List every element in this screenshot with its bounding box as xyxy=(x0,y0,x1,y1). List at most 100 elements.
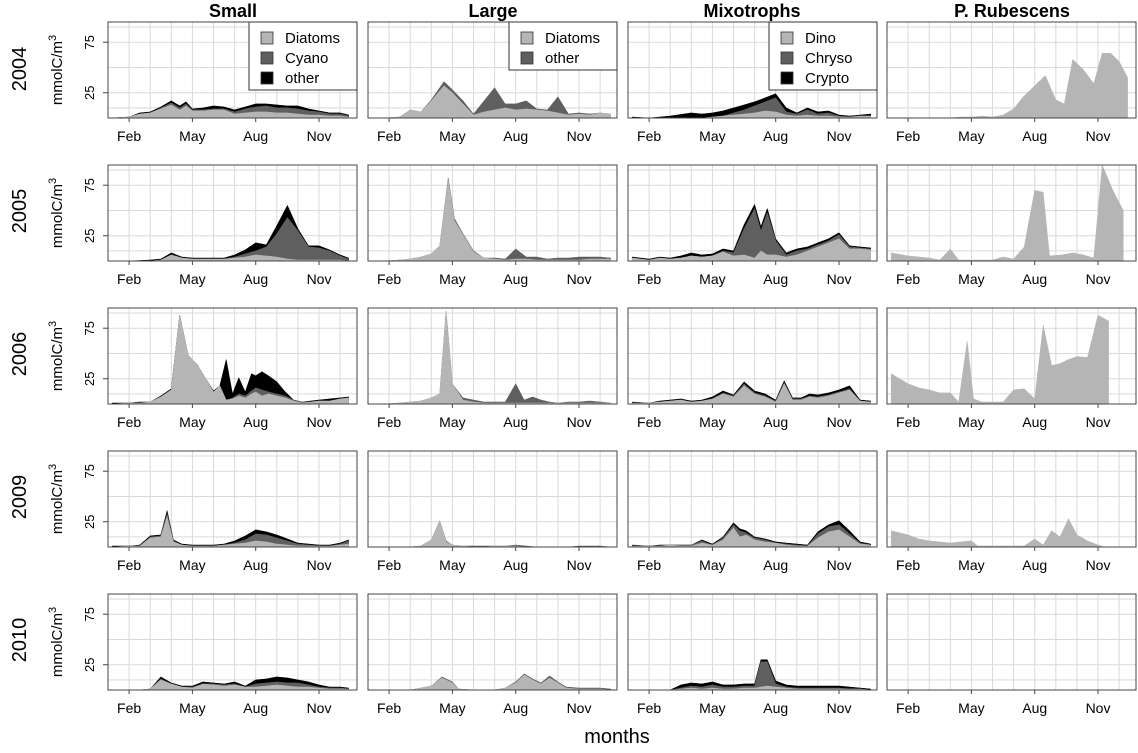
x-tick-label: Aug xyxy=(243,271,268,287)
area-series xyxy=(631,238,871,262)
x-tick-label: Aug xyxy=(1022,700,1047,716)
panel-frame xyxy=(367,307,618,405)
x-tick-label: May xyxy=(439,271,465,287)
panel-frame xyxy=(107,450,358,548)
x-tick-label: Feb xyxy=(117,414,141,430)
x-tick-label: Nov xyxy=(307,414,332,430)
row-label: 2006 xyxy=(9,332,31,377)
x-axis-label: months xyxy=(584,726,650,748)
legend-swatch xyxy=(780,71,794,85)
panel-frame xyxy=(627,164,878,262)
legend-label: Diatoms xyxy=(285,30,340,47)
x-tick-label: Aug xyxy=(243,128,268,144)
y-tick-label: 75 xyxy=(82,178,97,192)
panel: Feb May Aug Nov xyxy=(367,593,618,716)
x-tick-label: Aug xyxy=(1022,557,1047,573)
x-tick-label: Aug xyxy=(503,700,528,716)
y-tick-label: 75 xyxy=(82,464,97,478)
legend-label: Cyano xyxy=(285,50,328,67)
legend: Diatoms Cyano other xyxy=(248,21,358,91)
area-series xyxy=(384,310,611,405)
panel-frame xyxy=(367,450,618,548)
x-tick-label: May xyxy=(179,557,205,573)
area-series xyxy=(632,685,871,691)
x-tick-label: Feb xyxy=(117,271,141,287)
x-tick-label: Aug xyxy=(763,128,788,144)
x-tick-label: Aug xyxy=(503,271,528,287)
column-title: Large xyxy=(468,1,517,21)
panel-frame xyxy=(367,593,618,691)
panel: Feb May Aug Nov xyxy=(886,21,1137,144)
area-series xyxy=(384,85,611,119)
area-series xyxy=(112,315,349,405)
x-tick-label: Nov xyxy=(567,557,592,573)
y-tick-label: 75 xyxy=(82,321,97,335)
area-series xyxy=(890,314,1109,405)
x-tick-label: Aug xyxy=(763,414,788,430)
x-tick-label: Nov xyxy=(307,271,332,287)
column-title: P. Rubescens xyxy=(954,1,1070,21)
x-tick-label: Feb xyxy=(117,700,141,716)
x-tick-label: Nov xyxy=(567,271,592,287)
panel-frame xyxy=(367,164,618,262)
area-series xyxy=(632,659,871,691)
panel-frame xyxy=(627,307,878,405)
x-tick-label: May xyxy=(699,557,725,573)
x-tick-label: Nov xyxy=(827,128,852,144)
legend-swatch xyxy=(780,31,794,45)
x-tick-label: May xyxy=(958,414,984,430)
panels: Feb May Aug Nov 25 75 Feb May Aug Nov Feb May Aug Nov… xyxy=(82,21,1137,716)
y-tick-label: 25 xyxy=(82,372,97,386)
panel: Feb May Aug Nov xyxy=(886,307,1137,430)
panel: Feb May Aug Nov xyxy=(886,164,1137,287)
x-tick-label: Nov xyxy=(307,557,332,573)
column-title: Small xyxy=(209,1,257,21)
area-series xyxy=(891,53,1128,119)
x-tick-label: Feb xyxy=(637,271,661,287)
area-series xyxy=(112,217,349,262)
x-tick-label: Feb xyxy=(637,414,661,430)
legend-swatch xyxy=(520,31,534,45)
x-tick-label: Aug xyxy=(1022,414,1047,430)
area-series xyxy=(384,673,611,691)
panel: Feb May Aug Nov xyxy=(367,307,618,430)
panel: Feb May Aug Nov xyxy=(627,450,878,573)
x-tick-label: May xyxy=(958,557,984,573)
x-tick-label: Nov xyxy=(567,414,592,430)
panel-frame xyxy=(886,593,1137,691)
column-title: Mixotrophs xyxy=(704,1,801,21)
y-axis-label: mmolC/m3 xyxy=(47,35,66,105)
panel-frame xyxy=(627,450,878,548)
x-tick-label: Nov xyxy=(827,414,852,430)
area-series xyxy=(384,519,611,548)
panel-frame xyxy=(886,450,1137,548)
y-tick-label: 75 xyxy=(82,35,97,49)
x-tick-label: Aug xyxy=(503,128,528,144)
x-tick-label: Feb xyxy=(637,700,661,716)
y-axis-label: mmolC/m3 xyxy=(47,178,66,248)
x-tick-label: Feb xyxy=(377,414,401,430)
area-series xyxy=(384,180,611,262)
column-titles: Small Large Mixotrophs P. Rubescens xyxy=(209,1,1070,21)
panel: Feb May Aug Nov xyxy=(886,593,1137,716)
panel: Feb May Aug Nov 25 75 xyxy=(82,593,358,716)
area-series xyxy=(384,519,611,548)
legend-label: other xyxy=(545,50,579,67)
x-tick-label: Aug xyxy=(503,557,528,573)
y-tick-label: 25 xyxy=(82,658,97,672)
x-tick-label: Aug xyxy=(243,414,268,430)
panel-frame xyxy=(886,21,1137,119)
legend-swatch xyxy=(260,51,274,65)
x-tick-label: Aug xyxy=(243,700,268,716)
x-tick-label: May xyxy=(179,271,205,287)
area-series xyxy=(112,104,349,119)
x-tick-label: Nov xyxy=(567,700,592,716)
y-axis-labels: mmolC/m3 mmolC/m3 mmolC/m3 mmolC/m3 mmolC/m3 xyxy=(47,35,66,677)
row-label: 2004 xyxy=(9,47,31,92)
x-tick-label: Feb xyxy=(117,128,141,144)
x-tick-label: May xyxy=(179,700,205,716)
row-label: 2009 xyxy=(9,475,31,520)
legend-swatch xyxy=(520,51,534,65)
area-series xyxy=(632,661,871,691)
